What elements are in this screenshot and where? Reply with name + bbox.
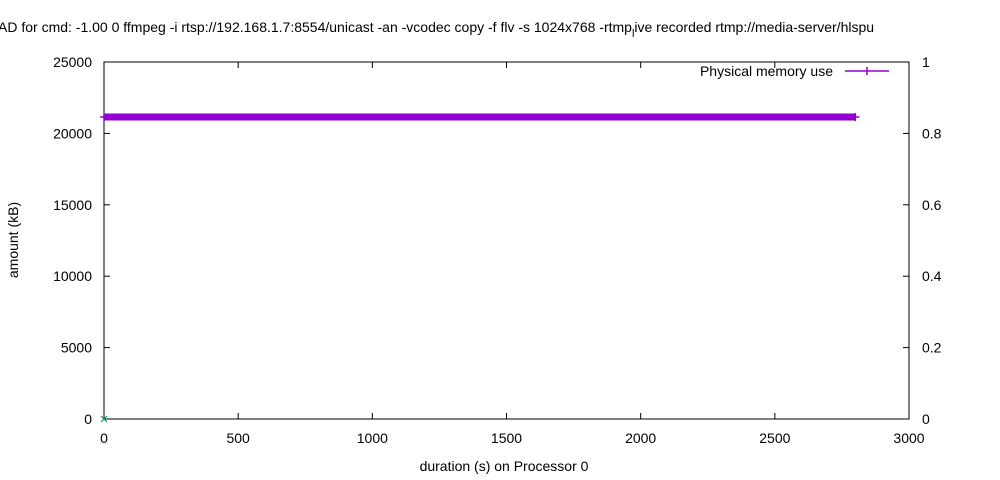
y-tick-label: 5000 (61, 340, 92, 356)
y-axis-left: 0 5000 10000 15000 20000 25000 (53, 54, 110, 427)
memory-series-point (851, 112, 860, 121)
y-tick-label: 15000 (53, 197, 92, 213)
x-tick-label: 2500 (759, 430, 790, 446)
y-axis-label: amount (kB) (5, 202, 21, 278)
legend-label: Physical memory use (700, 63, 833, 79)
series-layer (100, 112, 860, 423)
x-tick-label: 1500 (491, 430, 522, 446)
x-axis-label: duration (s) on Processor 0 (420, 458, 589, 474)
y-tick-label: 0 (84, 411, 92, 427)
y-tick-label: 25000 (53, 54, 92, 70)
x-tick-label: 500 (226, 430, 250, 446)
y2-tick-label: 0.2 (922, 340, 942, 356)
x-tick-label: 0 (100, 430, 108, 446)
chart-title: AD for cmd: -1.00 0 ffmpeg -i rtsp://192… (0, 19, 874, 40)
y-axis-right: 0 0.2 0.4 0.6 0.8 1 (903, 54, 942, 427)
y2-tick-label: 0.6 (922, 197, 942, 213)
x-tick-label: 1000 (357, 430, 388, 446)
y2-tick-label: 0.4 (922, 268, 942, 284)
y2-tick-label: 0 (922, 411, 930, 427)
y2-tick-label: 0.8 (922, 125, 942, 141)
x-tick-label: 2000 (625, 430, 656, 446)
x-tick-label: 3000 (893, 430, 924, 446)
y-tick-label: 20000 (53, 125, 92, 141)
origin-point-marker (100, 415, 108, 423)
memory-series-point (100, 112, 108, 121)
y2-tick-label: 1 (922, 54, 930, 70)
legend: Physical memory use (700, 63, 889, 79)
x-axis: 0 500 1000 1500 2000 2500 3000 (100, 62, 925, 446)
y-tick-label: 10000 (53, 268, 92, 284)
